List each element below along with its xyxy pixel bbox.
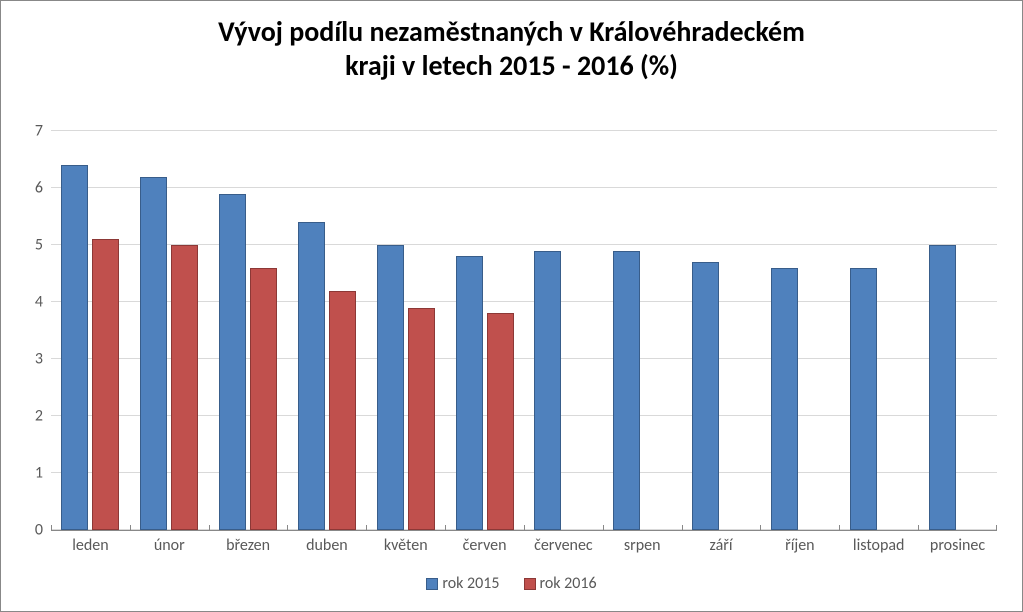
bar xyxy=(250,268,277,530)
bar-group xyxy=(613,131,671,530)
bar xyxy=(171,245,198,530)
y-axis-label: 1 xyxy=(35,464,43,483)
x-axis-label: červenec xyxy=(524,536,603,555)
x-tick xyxy=(445,525,446,531)
x-tick xyxy=(996,525,997,531)
x-tick xyxy=(130,525,131,531)
bar-group xyxy=(140,131,198,530)
bar-group xyxy=(219,131,277,530)
bar-group xyxy=(771,131,829,530)
x-tick xyxy=(366,525,367,531)
bar-group xyxy=(929,131,987,530)
bar xyxy=(456,256,483,530)
x-axis-label: září xyxy=(682,536,761,555)
legend-item: rok 2015 xyxy=(426,574,499,593)
bar xyxy=(377,245,404,530)
x-axis-labels: ledenúnorbřezendubenkvětenčervenčervenec… xyxy=(51,536,997,555)
chart-container: Vývoj podílu nezaměstnaných v Královéhra… xyxy=(0,0,1023,612)
legend-swatch xyxy=(524,578,536,590)
x-tick xyxy=(51,525,52,531)
bar-group xyxy=(692,131,750,530)
x-tick xyxy=(287,525,288,531)
category xyxy=(682,131,761,530)
legend-label: rok 2015 xyxy=(442,574,499,593)
category xyxy=(918,131,997,530)
bar xyxy=(219,194,246,530)
category xyxy=(51,131,130,530)
category xyxy=(603,131,682,530)
bar xyxy=(771,268,798,530)
category xyxy=(366,131,445,530)
y-axis-label: 4 xyxy=(35,293,43,312)
x-tick xyxy=(524,525,525,531)
y-axis-label: 2 xyxy=(35,407,43,426)
bar xyxy=(929,245,956,530)
x-tick xyxy=(839,525,840,531)
bar-group xyxy=(377,131,435,530)
x-axis-label: březen xyxy=(209,536,288,555)
bar xyxy=(61,165,88,530)
chart-title-line2: kraji v letech 2015 - 2016 (%) xyxy=(345,48,678,83)
category xyxy=(760,131,839,530)
x-tick xyxy=(209,525,210,531)
bar xyxy=(613,251,640,530)
y-axis-label: 7 xyxy=(35,122,43,141)
x-axis-label: říjen xyxy=(760,536,839,555)
legend-swatch xyxy=(426,578,438,590)
x-axis-label: srpen xyxy=(603,536,682,555)
x-tick xyxy=(603,525,604,531)
bar xyxy=(850,268,877,530)
x-axis-label: leden xyxy=(51,536,130,555)
bar-group xyxy=(61,131,119,530)
bar xyxy=(92,239,119,530)
x-axis-label: únor xyxy=(130,536,209,555)
bar xyxy=(140,177,167,530)
y-axis-label: 0 xyxy=(35,521,43,540)
legend-item: rok 2016 xyxy=(524,574,597,593)
x-tick xyxy=(682,525,683,531)
category xyxy=(839,131,918,530)
x-axis-label: duben xyxy=(287,536,366,555)
legend-label: rok 2016 xyxy=(540,574,597,593)
y-axis-label: 6 xyxy=(35,179,43,198)
bar-group xyxy=(850,131,908,530)
chart-title-line1: Vývoj podílu nezaměstnaných v Královéhra… xyxy=(218,14,805,49)
bar xyxy=(692,262,719,530)
category xyxy=(524,131,603,530)
bar xyxy=(534,251,561,530)
bar xyxy=(298,222,325,530)
x-tick xyxy=(760,525,761,531)
x-axis-label: červen xyxy=(445,536,524,555)
bar-group xyxy=(534,131,592,530)
x-tick xyxy=(918,525,919,531)
bar xyxy=(487,313,514,530)
category xyxy=(287,131,366,530)
category xyxy=(209,131,288,530)
legend: rok 2015 rok 2016 xyxy=(1,574,1022,593)
x-axis-label: prosinec xyxy=(918,536,997,555)
x-axis-label: květen xyxy=(366,536,445,555)
bars-row xyxy=(51,131,997,530)
category xyxy=(445,131,524,530)
x-axis-label: listopad xyxy=(839,536,918,555)
bar xyxy=(408,308,435,530)
y-axis-label: 5 xyxy=(35,236,43,255)
bar-group xyxy=(456,131,514,530)
bar-group xyxy=(298,131,356,530)
chart-title: Vývoj podílu nezaměstnaných v Královéhra… xyxy=(1,15,1022,82)
y-axis-label: 3 xyxy=(35,350,43,369)
bar xyxy=(329,291,356,530)
plot-region: 01234567 xyxy=(51,131,997,531)
category xyxy=(130,131,209,530)
